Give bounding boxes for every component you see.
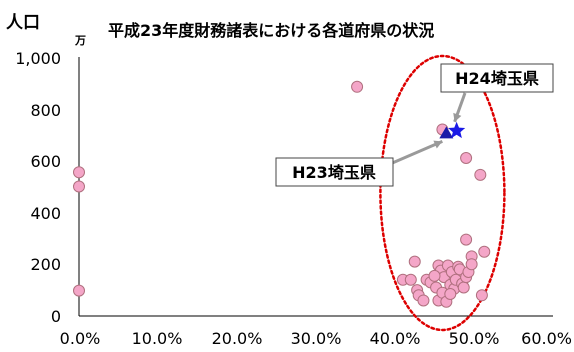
data-point [474, 168, 487, 181]
points-layer [73, 80, 491, 308]
data-point [478, 245, 491, 258]
y-tick-label: 400 [30, 204, 61, 223]
data-point [460, 152, 473, 165]
data-point [73, 180, 85, 193]
x-tick-label: 50.0% [449, 329, 500, 348]
x-tick-label: 20.0% [212, 329, 263, 348]
data-point [417, 294, 430, 307]
data-point [73, 166, 85, 179]
callout-h24-box [440, 63, 554, 93]
x-tick-label: 0.0% [60, 329, 101, 348]
callout-h23: H23埼玉県 [275, 157, 394, 187]
h23-triangle-marker [439, 126, 454, 139]
y-axis-unit: 万 [74, 34, 86, 47]
chart-title: 平成23年度財務諸表における各道府県の状況 [108, 21, 434, 40]
y-tick-label: 800 [30, 101, 61, 120]
data-point [351, 80, 364, 93]
ellipse-layer [379, 54, 506, 332]
data-point [404, 273, 417, 286]
data-point [465, 258, 478, 271]
callout-h23-label: H23埼玉県 [292, 163, 376, 182]
callout-h24-label: H24埼玉県 [455, 69, 539, 88]
data-point [475, 289, 488, 302]
y-tick-labels: 0 200 400 600 800 1,000 [15, 49, 61, 326]
data-point [460, 233, 473, 246]
data-point [73, 284, 85, 297]
data-point [408, 255, 421, 268]
y-axis-label: 人口 [6, 13, 40, 33]
x-tick-label: 30.0% [291, 329, 342, 348]
h23-callout-arrow [389, 140, 443, 166]
data-point [457, 281, 470, 294]
y-tick-label: 200 [30, 255, 61, 274]
x-tick-label: 40.0% [370, 329, 421, 348]
highlight-layer [389, 92, 467, 166]
h24-callout-arrow-head [453, 112, 462, 122]
y-tick-label: 600 [30, 152, 61, 171]
data-point [428, 269, 441, 282]
x-tick-label: 10.0% [132, 329, 183, 348]
h23-callout-arrow-head [433, 140, 443, 149]
highlight-ellipse [379, 54, 506, 332]
data-point [444, 287, 457, 300]
h24-star-marker [448, 121, 466, 139]
x-tick-labels: 0.0% 10.0% 20.0% 30.0% 40.0% 50.0% 60.0% [60, 329, 572, 348]
x-tick-label: 60.0% [521, 329, 572, 348]
callout-h24: H24埼玉県 [440, 63, 554, 93]
y-tick-label: 1,000 [15, 49, 61, 68]
y-tick-label: 0 [51, 307, 61, 326]
callout-h23-box [275, 157, 394, 187]
